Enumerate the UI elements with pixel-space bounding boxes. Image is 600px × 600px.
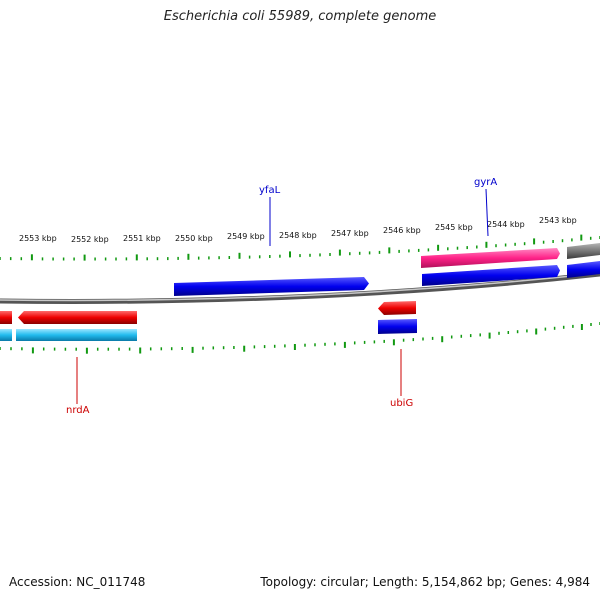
tick-label-2543: 2543 kbp (539, 216, 577, 225)
tick-label-2549: 2549 kbp (227, 232, 265, 241)
reverse-strand-features (0, 301, 417, 341)
label-nrdA[interactable]: nrdA (66, 405, 90, 416)
genome-backbone (0, 271, 600, 304)
feature-gray-right[interactable] (567, 243, 600, 259)
tick-label-2548: 2548 kbp (279, 231, 317, 240)
label-ubiG[interactable]: ubiG (390, 398, 413, 409)
map-title: Escherichia coli 55989, complete genome (163, 9, 437, 24)
feature-gyrA-second-track[interactable] (422, 265, 560, 286)
tick-label-2552: 2552 kbp (71, 235, 109, 244)
feature-blue-right[interactable] (567, 261, 600, 278)
leader-gyrA (485, 188, 489, 237)
label-yfaL[interactable]: yfaL (259, 185, 281, 196)
outer-tick-marks (0, 234, 600, 261)
tick-label-2545: 2545 kbp (435, 223, 473, 232)
tick-label-2544: 2544 kbp (487, 220, 525, 229)
genome-backbone-highlight (0, 272, 600, 302)
feature-yfaL[interactable] (174, 277, 369, 296)
gene-labels: yfaL gyrA nrdA ubiG (66, 177, 497, 416)
tick-label-2547: 2547 kbp (331, 229, 369, 238)
tick-label-2550: 2550 kbp (175, 234, 213, 243)
tick-label-2551: 2551 kbp (123, 234, 161, 243)
forward-strand-features (174, 243, 600, 296)
feature-cyan-left-edge[interactable] (0, 329, 12, 341)
accession-text: Accession: NC_011748 (9, 575, 146, 589)
tick-label-2553: 2553 kbp (19, 234, 57, 243)
feature-ubiG[interactable] (378, 301, 416, 315)
tick-label-2546: 2546 kbp (383, 226, 421, 235)
feature-nrdA[interactable] (18, 311, 137, 324)
feature-nrdB-cyan[interactable] (16, 329, 137, 341)
feature-gyrA[interactable] (421, 248, 560, 268)
label-gyrA[interactable]: gyrA (474, 177, 497, 188)
genome-summary-text: Topology: circular; Length: 5,154,862 bp… (260, 575, 590, 589)
feature-red-left-edge[interactable] (0, 311, 12, 324)
tick-labels: 2553 kbp 2552 kbp 2551 kbp 2550 kbp 2549… (19, 216, 577, 244)
feature-blue-lower-small[interactable] (378, 319, 417, 334)
inner-tick-marks (0, 322, 600, 354)
